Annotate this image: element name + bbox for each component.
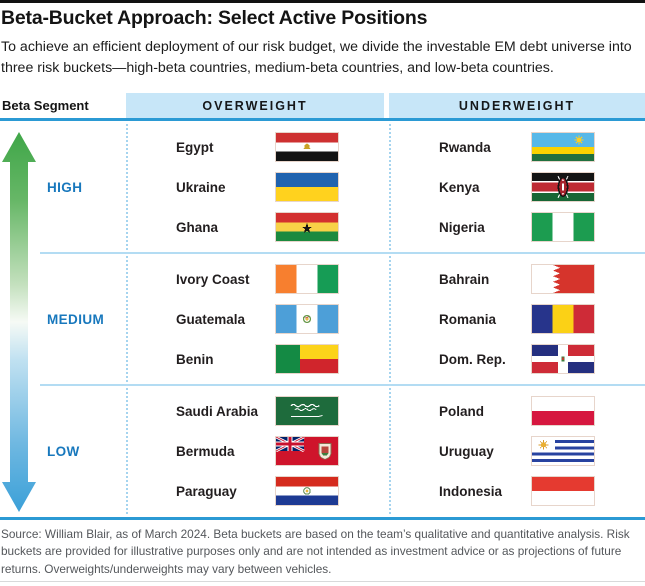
country-label: Kenya [439, 179, 480, 195]
underweight-cell: Poland Uruguay Indonesia [389, 385, 645, 517]
country-label: Rwanda [439, 139, 491, 155]
source-disclosure-text: Source: William Blair, as of March 2024.… [1, 527, 630, 576]
paraguay-flag-icon [275, 476, 339, 506]
bermuda-flag-icon [275, 436, 339, 466]
column-header-overweight: OVERWEIGHT [126, 93, 384, 118]
overweight-cell: Ivory Coast Guatemala Benin [126, 253, 389, 385]
country-row: Rwanda [389, 127, 645, 167]
country-label: Uruguay [439, 443, 494, 459]
country-row: Benin [126, 339, 389, 379]
country-label: Ukraine [176, 179, 226, 195]
country-label: Nigeria [439, 219, 485, 235]
country-row: Indonesia [389, 471, 645, 511]
country-row: Ghana [126, 207, 389, 247]
nigeria-flag-icon [531, 212, 595, 242]
country-label: Dom. Rep. [439, 351, 506, 367]
underweight-cell: Rwanda Kenya Nigeria [389, 121, 645, 253]
country-row: Kenya [389, 167, 645, 207]
ghana-flag-icon [275, 212, 339, 242]
beta-level-label: MEDIUM [47, 311, 105, 327]
country-label: Poland [439, 403, 485, 419]
footer-divider-rule [0, 517, 645, 520]
kenya-flag-icon [531, 172, 595, 202]
beta-segment-row-high: HIGH Egypt Ukraine Ghana Rwanda Kenya Nigeria [0, 121, 645, 253]
dom-rep-flag-icon [531, 344, 595, 374]
country-row: Bermuda [126, 431, 389, 471]
country-label: Guatemala [176, 311, 246, 327]
beta-level-cell: MEDIUM [0, 253, 126, 385]
country-label: Romania [439, 311, 497, 327]
underweight-column-dotted-border [389, 124, 391, 514]
country-row: Ukraine [126, 167, 389, 207]
segment-divider-line [40, 252, 645, 254]
country-label: Saudi Arabia [176, 403, 259, 419]
segment-divider-line [40, 384, 645, 386]
country-row: Uruguay [389, 431, 645, 471]
country-row: Bahrain [389, 259, 645, 299]
table-body: HIGH Egypt Ukraine Ghana Rwanda Kenya Nigeria M… [0, 121, 645, 517]
overweight-cell: Egypt Ukraine Ghana [126, 121, 389, 253]
column-header-underweight: UNDERWEIGHT [389, 93, 645, 118]
country-label: Ghana [176, 219, 219, 235]
country-row: Dom. Rep. [389, 339, 645, 379]
country-row: Poland [389, 391, 645, 431]
country-row: Ivory Coast [126, 259, 389, 299]
overweight-column-dotted-border [126, 124, 128, 514]
beta-level-label: LOW [47, 443, 80, 459]
country-row: Paraguay [126, 471, 389, 511]
saudi-arabia-flag-icon [275, 396, 339, 426]
country-row: Romania [389, 299, 645, 339]
beta-segment-column-header: Beta Segment [2, 98, 89, 113]
ivory-coast-flag-icon [275, 264, 339, 294]
country-row: Nigeria [389, 207, 645, 247]
beta-level-cell: LOW [0, 385, 126, 517]
country-label: Ivory Coast [176, 271, 250, 287]
rwanda-flag-icon [531, 132, 595, 162]
bottom-border-line [0, 581, 645, 582]
beta-level-cell: HIGH [0, 121, 126, 253]
bahrain-flag-icon [531, 264, 595, 294]
page-title: Beta-Bucket Approach: Select Active Posi… [1, 7, 428, 29]
country-label: Bermuda [176, 443, 235, 459]
beta-segment-row-medium: MEDIUM Ivory Coast Guatemala Benin Bahrain Ro… [0, 253, 645, 385]
country-label: Benin [176, 351, 214, 367]
beta-level-label: HIGH [47, 179, 83, 195]
beta-segment-row-low: LOW Saudi Arabia Bermuda Paraguay Poland Urug… [0, 385, 645, 517]
country-row: Egypt [126, 127, 389, 167]
beta-gradient-arrow-icon [2, 132, 36, 512]
header-divider-rule [0, 118, 645, 121]
country-label: Egypt [176, 139, 214, 155]
country-label: Paraguay [176, 483, 237, 499]
benin-flag-icon [275, 344, 339, 374]
country-label: Bahrain [439, 271, 490, 287]
country-row: Saudi Arabia [126, 391, 389, 431]
underweight-cell: Bahrain Romania Dom. Rep. [389, 253, 645, 385]
top-border-bar [0, 0, 645, 3]
country-label: Indonesia [439, 483, 503, 499]
romania-flag-icon [531, 304, 595, 334]
page-subtitle: To achieve an efficient deployment of ou… [1, 39, 632, 76]
guatemala-flag-icon [275, 304, 339, 334]
indonesia-flag-icon [531, 476, 595, 506]
country-row: Guatemala [126, 299, 389, 339]
egypt-flag-icon [275, 132, 339, 162]
uruguay-flag-icon [531, 436, 595, 466]
poland-flag-icon [531, 396, 595, 426]
ukraine-flag-icon [275, 172, 339, 202]
overweight-cell: Saudi Arabia Bermuda Paraguay [126, 385, 389, 517]
